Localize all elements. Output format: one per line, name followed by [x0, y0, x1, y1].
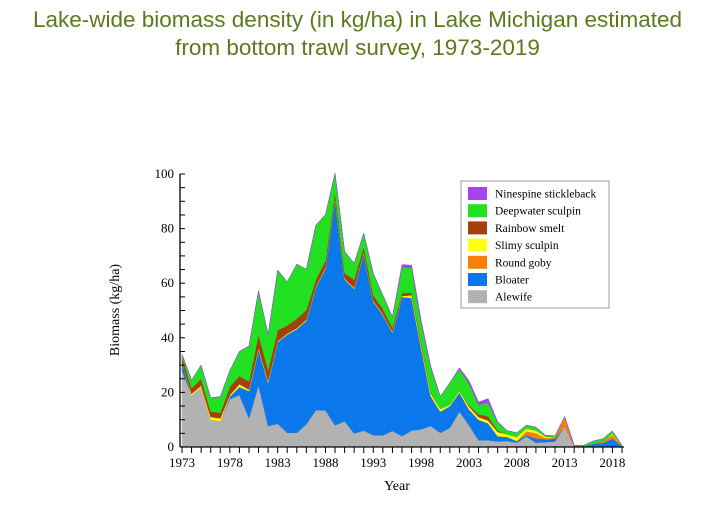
legend-swatch-bloater: [468, 273, 487, 286]
x-tick-label: 1978: [217, 455, 243, 470]
x-tick-label: 1973: [169, 455, 195, 470]
legend-label-round-goby: Round goby: [495, 257, 552, 269]
x-tick-label: 1993: [360, 455, 386, 470]
y-tick-label: 60: [161, 275, 174, 290]
legend: Ninespine stickleback Deepwater sculpin Ra…: [460, 180, 610, 309]
legend-label-slimy-sculpin: Slimy sculpin: [495, 240, 559, 252]
x-tick-label: 2003: [456, 455, 482, 470]
legend-label-alewife: Alewife: [495, 292, 532, 304]
x-tick-label: 1983: [265, 455, 291, 470]
y-tick-label: 100: [155, 166, 175, 181]
legend-label-ninespine-stickleback: Ninespine stickleback: [495, 189, 596, 201]
legend-swatch-rainbow-smelt: [468, 221, 487, 235]
legend-swatch-deepwater-sculpin: [468, 204, 487, 218]
x-tick-label: 2013: [552, 455, 578, 470]
legend-swatch-slimy-sculpin: [468, 238, 487, 252]
area-layers: [181, 173, 623, 448]
y-tick-label: 20: [161, 384, 174, 399]
x-tick-label: 2018: [599, 455, 625, 470]
chart-title-line-2: from bottom trawl survey, 1973-2019: [175, 35, 540, 60]
legend-label-bloater: Bloater: [495, 275, 529, 287]
x-tick-label: 2008: [504, 455, 530, 470]
y-tick-label: 80: [161, 221, 174, 236]
x-axis-label: Year: [384, 479, 410, 494]
axes: 0 20 40 60 80 100 1973 1978 1983 1988 1993 1998 2003…: [155, 166, 626, 470]
legend-label-rainbow-smelt: Rainbow smelt: [495, 223, 565, 235]
y-axis-label: Biomass (kg/ha): [108, 264, 123, 356]
chart-title: Lake-wide biomass density (in kg/ha) in …: [0, 6, 715, 62]
x-tick-label: 1998: [408, 455, 434, 470]
legend-swatch-ninespine-stickleback: [468, 187, 487, 200]
y-tick-label: 40: [161, 330, 174, 345]
legend-swatch-alewife: [468, 290, 487, 304]
area-ninespine-stickleback: [181, 173, 623, 446]
legend-label-deepwater-sculpin: Deepwater sculpin: [495, 206, 581, 218]
chart-title-line-1: Lake-wide biomass density (in kg/ha) in …: [32, 7, 683, 32]
x-tick-label: 1988: [312, 455, 338, 470]
y-tick-label: 0: [168, 439, 175, 454]
legend-swatch-round-goby: [468, 255, 487, 269]
